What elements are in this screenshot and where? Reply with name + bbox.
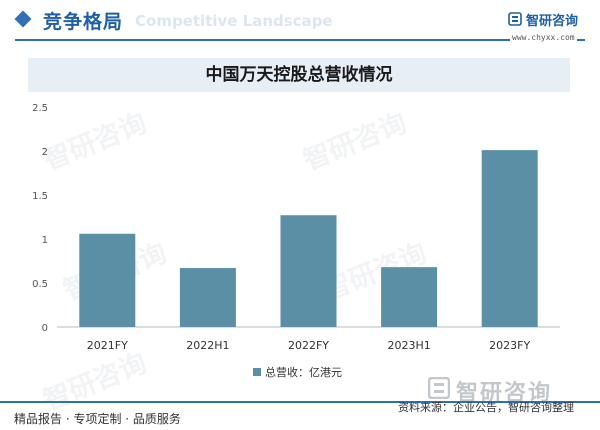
y-tick-label: 2.5 (32, 103, 48, 114)
x-tick-label: 2022H1 (186, 339, 229, 352)
y-tick-label: 0.5 (32, 279, 48, 290)
legend-label: 总营收：亿港元 (265, 365, 342, 379)
brand-logo-icon (508, 12, 522, 26)
header-divider (15, 39, 585, 41)
y-tick-label: 0 (42, 323, 48, 334)
brand-name: 智研咨询 (526, 14, 579, 29)
chart-title: 中国万天控股总营收情况 (28, 58, 570, 92)
bar (381, 267, 438, 327)
footer-tagline: 精品报告 · 专项定制 · 品质服务 (14, 412, 181, 426)
bar (280, 215, 337, 327)
x-tick-label: 2023FY (489, 339, 530, 352)
chart-legend: 总营收：亿港元 (253, 361, 342, 379)
x-tick-label: 2021FY (87, 339, 128, 352)
y-tick-label: 1 (42, 235, 48, 246)
legend-swatch (253, 367, 261, 376)
y-tick-label: 2 (42, 147, 48, 158)
section-header: Competitive Landscape 竞争格局 智研咨询 www.chyx… (0, 0, 600, 46)
data-source: 资料来源：企业公告，智研咨询整理 (398, 401, 574, 414)
y-tick-label: 1.5 (32, 191, 48, 202)
footer-brand: 智研咨询 (428, 374, 588, 406)
x-tick-label: 2022FY (288, 339, 329, 352)
footer-divider (0, 401, 600, 403)
bar (179, 268, 236, 327)
brand-url: www.chyxx.com (510, 33, 577, 42)
brand-logo-icon (428, 377, 450, 399)
bar (79, 233, 136, 327)
section-title: 竞争格局 (43, 11, 124, 33)
bar (481, 150, 538, 327)
section-subtitle: Competitive Landscape (135, 12, 333, 30)
x-tick-label: 2023H1 (387, 339, 430, 352)
